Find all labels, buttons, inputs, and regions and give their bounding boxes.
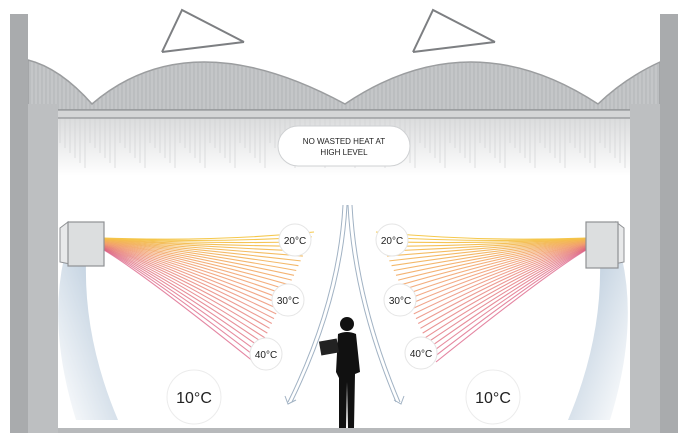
callout-line-1: NO WASTED HEAT AT: [303, 137, 385, 146]
temp-label: 40°C: [410, 349, 432, 360]
roof-beam: [43, 109, 648, 119]
temp-bubble-right-30: 30°C: [383, 283, 417, 317]
temp-label: 10°C: [176, 390, 212, 407]
callout-line-2: HIGH LEVEL: [320, 148, 368, 157]
right-inner-column: [630, 104, 660, 433]
temp-bubble-floor-right: 10°C: [465, 369, 521, 425]
temp-label: 10°C: [475, 390, 511, 407]
temp-label: 20°C: [381, 236, 403, 247]
heater-unit-icon: [59, 221, 105, 267]
temp-bubble-right-20: 20°C: [375, 223, 409, 257]
person-with-tablet-icon: [318, 317, 360, 428]
heater-unit-icon: [585, 221, 625, 269]
temp-bubble-left-20: 20°C: [278, 223, 312, 257]
callout-bubble: NO WASTED HEAT AT HIGH LEVEL: [277, 125, 411, 167]
temp-label: 30°C: [277, 296, 299, 307]
temp-bubble-floor-left: 10°C: [166, 369, 222, 425]
temp-label: 30°C: [389, 296, 411, 307]
temp-bubble-left-30: 30°C: [271, 283, 305, 317]
cool-air-left: [58, 258, 118, 420]
right-outer-column: [660, 14, 678, 433]
temp-label: 20°C: [284, 236, 306, 247]
heat-distribution-left: [103, 231, 315, 363]
roof: [27, 59, 661, 111]
left-inner-column: [28, 104, 58, 433]
temp-label: 40°C: [255, 350, 277, 361]
temp-bubble-left-40: 40°C: [249, 337, 283, 371]
airflow-arrow-icon: [347, 204, 405, 405]
left-outer-column: [10, 14, 28, 433]
roof-vent-icon: [412, 8, 496, 53]
temp-bubble-right-40: 40°C: [404, 336, 438, 370]
cool-air-right: [568, 258, 628, 420]
roof-vent-icon: [161, 8, 245, 53]
floor: [58, 428, 630, 433]
airflow-arrow-icon: [284, 204, 348, 405]
